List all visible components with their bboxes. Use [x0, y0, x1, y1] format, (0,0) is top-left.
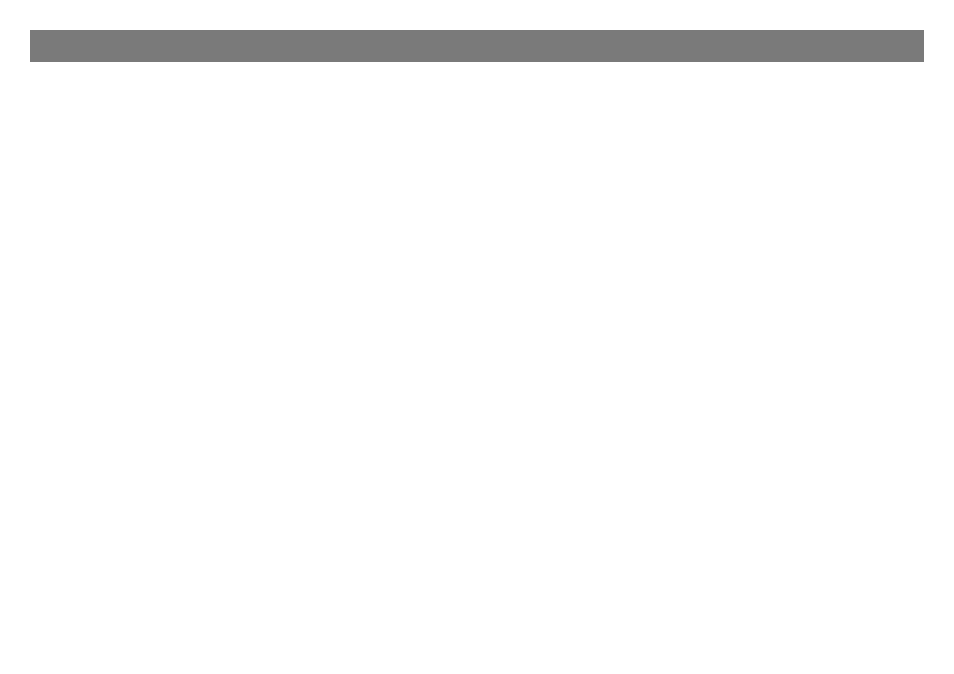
- header-bar: [30, 30, 924, 62]
- menu-tree-diagram: [30, 170, 940, 650]
